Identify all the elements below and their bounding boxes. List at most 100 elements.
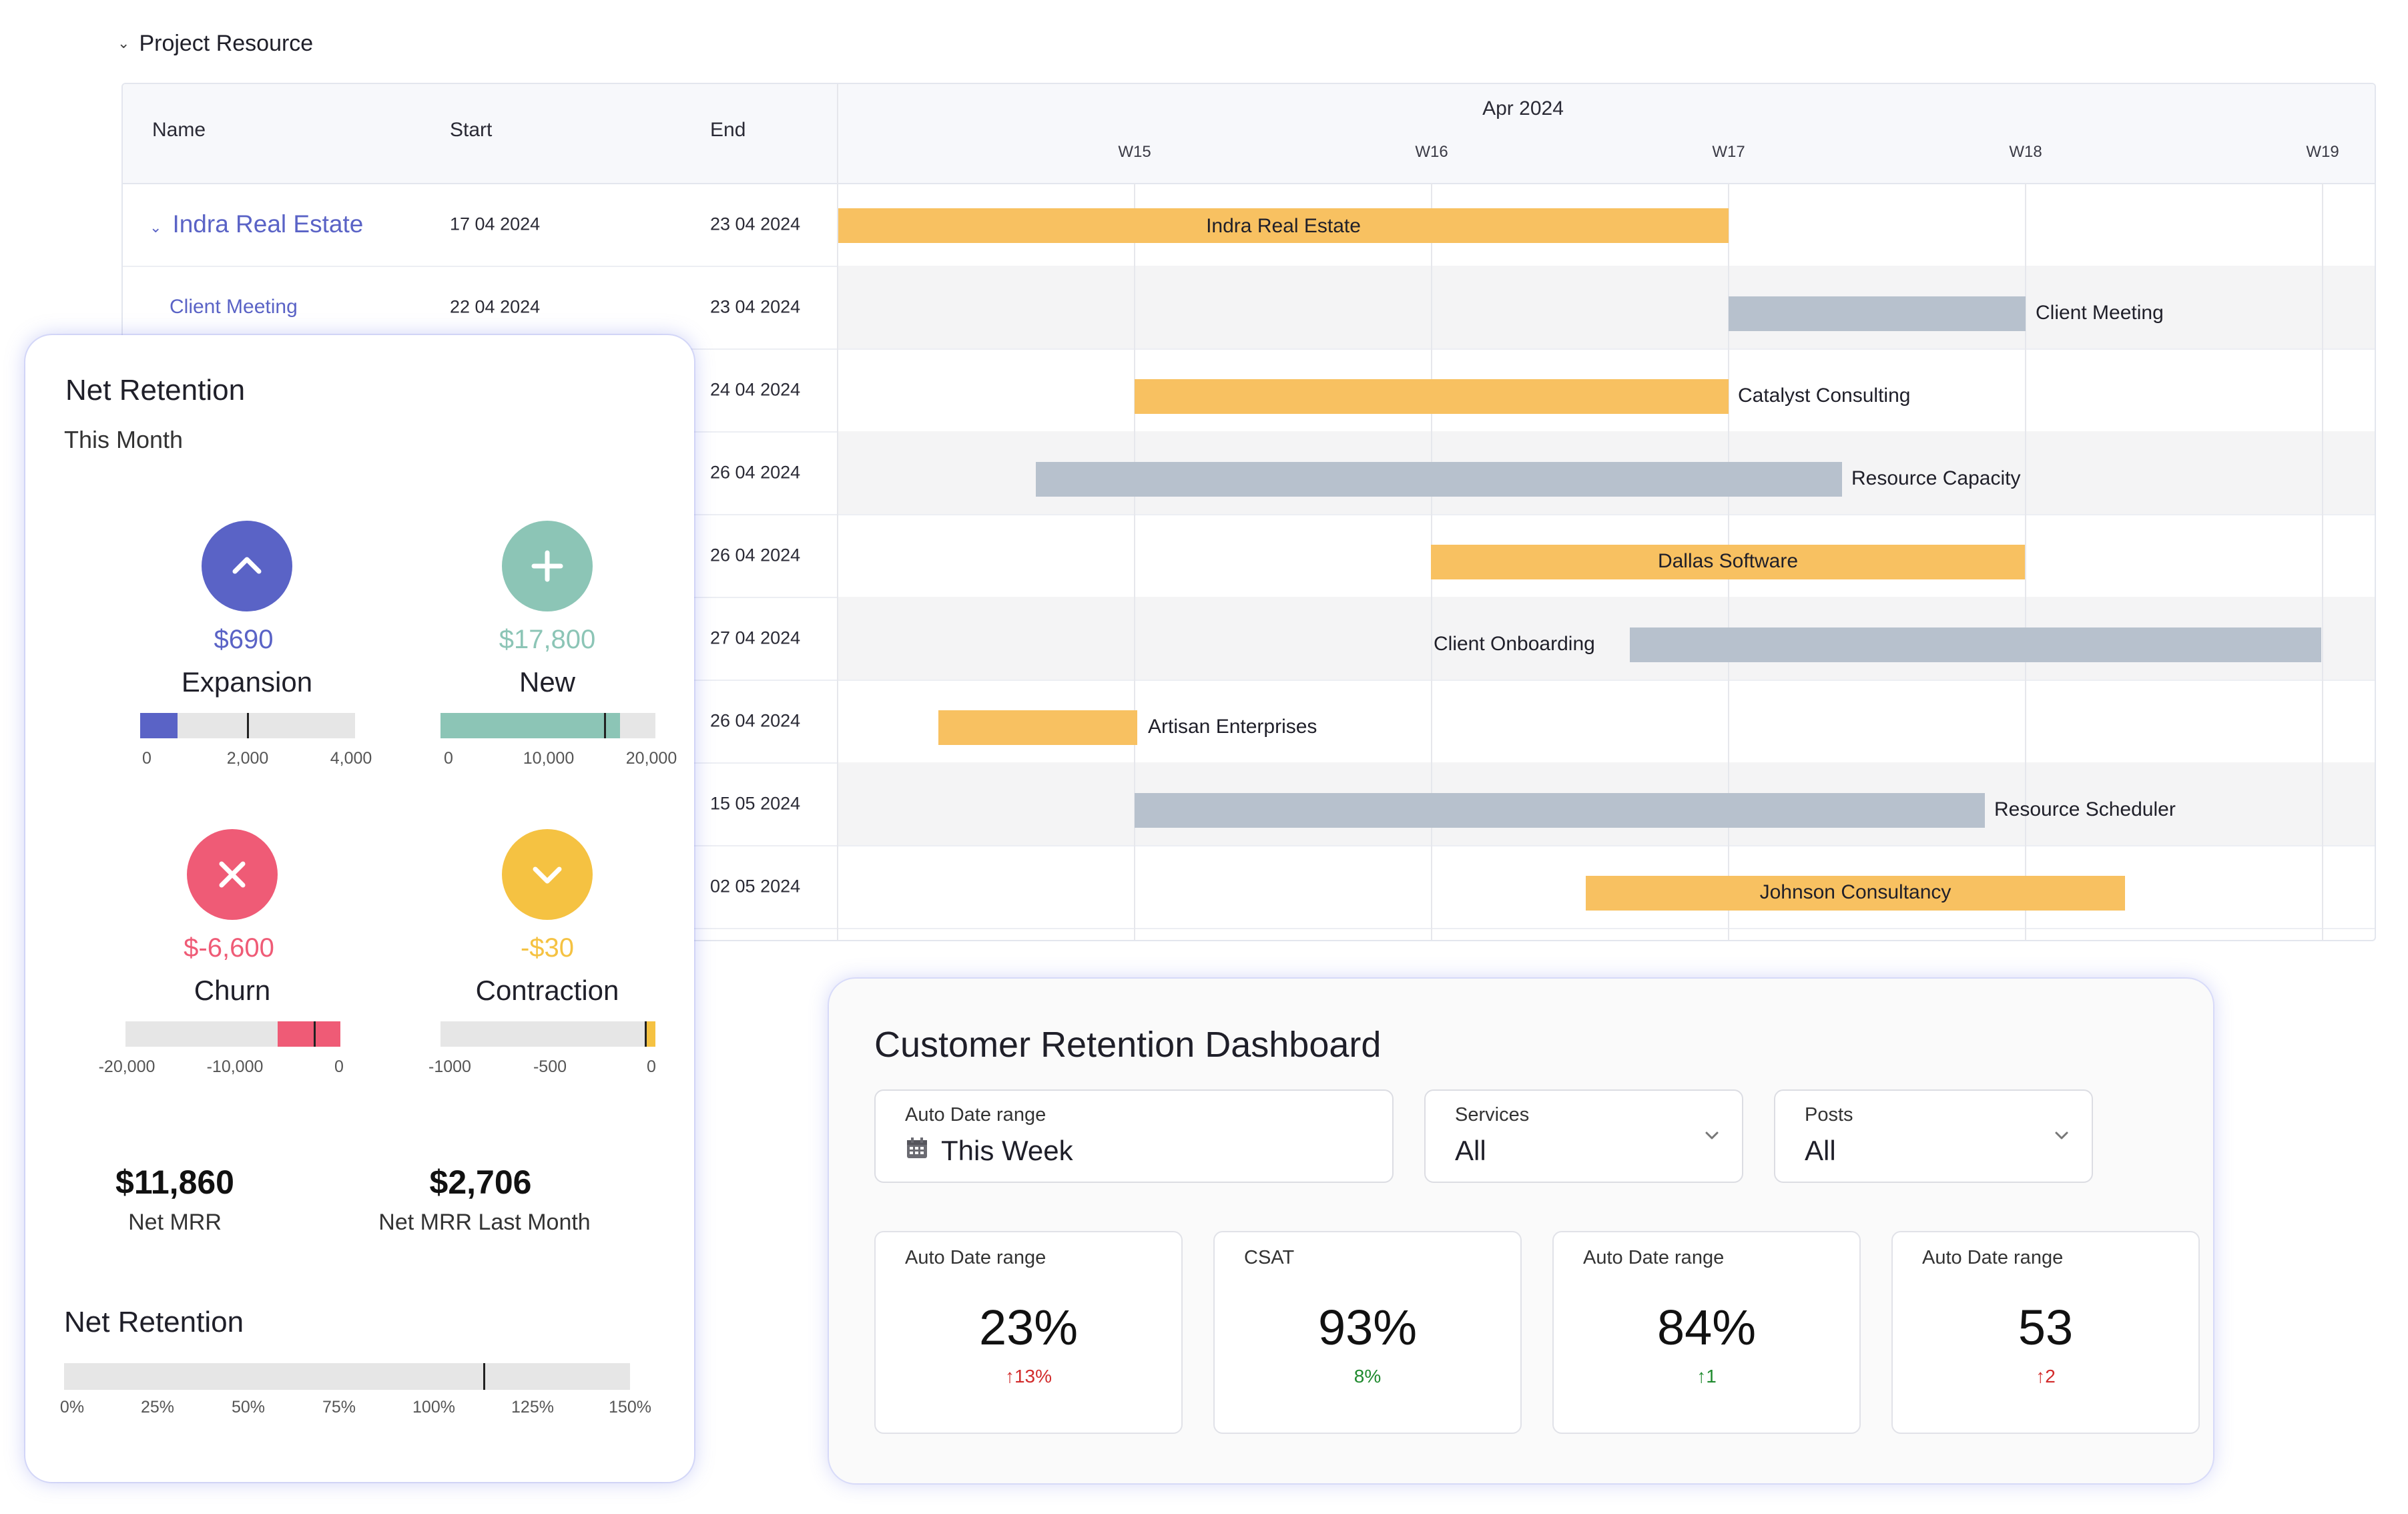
metric-bar [440,1021,655,1047]
row-name-label: Indra Real Estate [172,210,364,238]
axis-tick: 100% [412,1398,455,1417]
metric-bar [125,1021,340,1047]
net-retention-marker [483,1363,485,1390]
metric-amount: $-6,600 [184,933,274,963]
dashboard-title: Customer Retention Dashboard [874,1025,1382,1065]
kpi-value: 53 [2018,1300,2074,1355]
kpi-card: Auto Date range 84% ↑1 [1552,1231,1861,1434]
section-title[interactable]: ⌄ Project Resource [117,27,313,60]
axis-tick: 25% [140,1398,175,1417]
task-bar-artisan-enterprises[interactable] [938,710,1137,745]
kpi-card: Auto Date range 23% ↑13% [874,1231,1183,1434]
week-gridline [1134,183,1135,940]
axis-tick: 50% [231,1398,266,1417]
metric-label: New [519,666,576,698]
metric-label: Churn [194,975,271,1006]
chevron-down-icon[interactable]: ⌄ [117,35,130,51]
row-name[interactable]: Client Meeting [170,296,298,318]
metric-expansion: $690 Expansion 0 2,000 4,000 [113,521,380,801]
task-bar-label: Resource Capacity [1851,467,2021,489]
chevron-down-icon[interactable] [1702,1125,1722,1149]
row-name[interactable]: ⌄ Indra Real Estate [149,210,363,238]
filter-value: This Week [941,1135,1073,1166]
kpi-delta: ↑1 [1697,1366,1717,1386]
card-title: Net Retention [65,374,246,407]
axis-tick: -500 [533,1057,567,1076]
column-header-start[interactable]: Start [450,119,493,141]
task-bar-client-meeting[interactable] [1729,296,2026,331]
chevron-down-icon [502,829,593,920]
services-filter[interactable]: Services All [1424,1089,1743,1183]
chevron-down-icon[interactable] [2052,1125,2072,1149]
column-header-name[interactable]: Name [152,119,206,141]
filter-value: All [1455,1135,1486,1166]
kpi-card: CSAT 93% 8% [1213,1231,1522,1434]
customer-retention-dashboard: Customer Retention Dashboard Auto Date r… [829,979,2213,1483]
task-bar-catalyst-consulting[interactable] [1135,379,1729,414]
row-end-date: 23 04 2024 [710,296,801,317]
net-mrr-last-month-value: $2,706 [429,1164,532,1201]
axis-tick: 4,000 [330,749,372,768]
kpi-delta: ↑2 [2036,1366,2056,1386]
gantt-row[interactable]: 02 05 2024 [123,845,2375,929]
kpi-card: Auto Date range 53 ↑2 [1891,1231,2200,1434]
task-bar-label: Artisan Enterprises [1148,716,1317,738]
metric-bar-fill [140,713,178,738]
metric-label: Contraction [475,975,619,1006]
metric-new: $17,800 New 0 10,000 20,000 [414,521,681,801]
net-mrr-value: $11,860 [115,1164,234,1201]
row-end-date: 26 04 2024 [710,710,801,731]
task-bar-dallas-software[interactable] [1431,545,2025,579]
net-mrr-label: Net MRR [128,1210,222,1235]
axis-tick: -20,000 [98,1057,156,1076]
kpi-delta: 8% [1353,1366,1382,1386]
metric-bar-target [314,1021,316,1047]
week-gridline [2025,183,2026,940]
row-end-date: 27 04 2024 [710,627,801,648]
row-start-date: 22 04 2024 [450,296,541,317]
column-header-end[interactable]: End [710,119,746,141]
week-label-w17: W17 [1712,143,1745,161]
task-bar-label: Indra Real Estate [1206,215,1361,237]
plus-icon [502,521,593,611]
kpi-label: Auto Date range [1922,1247,2064,1268]
axis-tick: 150% [609,1398,651,1417]
axis-tick: 0 [142,749,152,768]
chevron-up-icon [202,521,292,611]
metric-label: Expansion [181,666,313,698]
week-label-w18: W18 [2009,143,2042,161]
task-bar-client-onboarding[interactable] [1630,627,2321,662]
kpi-value: 23% [978,1300,1079,1355]
metric-amount: -$30 [520,933,575,963]
gantt-chart: Name Start End Apr 2024 W15 W16 W17 W18 … [121,83,2376,941]
timeline-month: Apr 2024 [1482,97,1564,119]
calendar-icon [905,1135,929,1167]
task-bar-johnson-consultancy[interactable] [1586,876,2125,911]
posts-filter[interactable]: Posts All [1774,1089,2093,1183]
metric-bar-fill [647,1021,655,1047]
kpi-delta: ↑13% [1004,1366,1052,1386]
section-title-label: Project Resource [139,30,314,56]
axis-tick: 0 [444,749,453,768]
row-end-date: 15 05 2024 [710,793,801,814]
week-gridline [2322,183,2323,940]
metric-churn: $-6,600 Churn -20,000 -10,000 0 [99,829,366,1109]
gantt-header: Name Start End Apr 2024 W15 W16 W17 W18 … [123,84,2375,184]
row-end-date: 26 04 2024 [710,462,801,483]
metric-bar-target [645,1021,647,1047]
task-bar-resource-scheduler[interactable] [1135,793,1985,828]
card-period: This Month [64,426,184,453]
axis-tick: 20,000 [625,749,677,768]
task-bar-label: Catalyst Consulting [1738,385,1911,407]
close-icon [187,829,278,920]
row-end-date: 24 04 2024 [710,379,801,400]
task-bar-resource-capacity[interactable] [1036,462,1842,497]
gantt-row[interactable]: Client Meeting 22 04 2024 23 04 2024 [123,266,2375,350]
axis-tick: 10,000 [523,749,575,768]
chevron-down-icon[interactable]: ⌄ [149,219,162,236]
kpi-value: 84% [1657,1300,1757,1355]
task-bar-indra-real-estate[interactable] [838,208,1729,243]
date-range-filter[interactable]: Auto Date range This Week [874,1089,1394,1183]
week-label-w16: W16 [1415,143,1448,161]
net-retention-bar-title: Net Retention [64,1306,244,1338]
